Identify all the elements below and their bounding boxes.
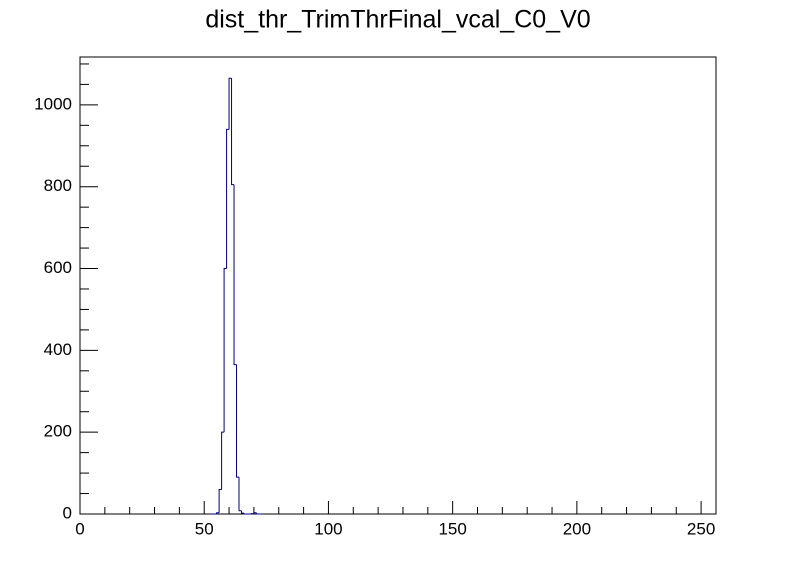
x-tick-label: 250 — [687, 519, 715, 538]
histogram-bin — [218, 488, 222, 513]
histogram-bin — [236, 364, 239, 478]
histogram-bin — [223, 268, 227, 433]
histogram-bin — [243, 513, 247, 515]
x-tick-label: 0 — [75, 519, 84, 538]
histogram-bin — [216, 512, 220, 514]
histogram-bin — [240, 510, 244, 514]
histogram-bin — [253, 512, 257, 514]
y-tick-label: 800 — [44, 176, 72, 195]
histogram-bin — [221, 431, 225, 490]
frame — [79, 56, 717, 515]
y-tick-label: 0 — [63, 503, 72, 522]
y-tick-label: 200 — [44, 422, 72, 441]
histogram-bin — [231, 78, 235, 186]
histogram-bin — [228, 77, 232, 130]
histogram-bin — [255, 512, 259, 515]
chart-title: dist_thr_TrimThrFinal_vcal_C0_V0 — [205, 6, 590, 34]
x-tick-label: 100 — [314, 519, 342, 538]
histogram-bin — [233, 184, 237, 366]
y-tick-label: 1000 — [34, 94, 72, 113]
histogram-bin — [226, 128, 230, 269]
histogram-bin — [238, 477, 242, 512]
x-tick-label: 200 — [563, 519, 591, 538]
y-tick-label: 400 — [44, 340, 72, 359]
x-tick-label: 150 — [438, 519, 466, 538]
x-tick-label: 50 — [195, 519, 214, 538]
y-tick-label: 600 — [44, 258, 72, 277]
